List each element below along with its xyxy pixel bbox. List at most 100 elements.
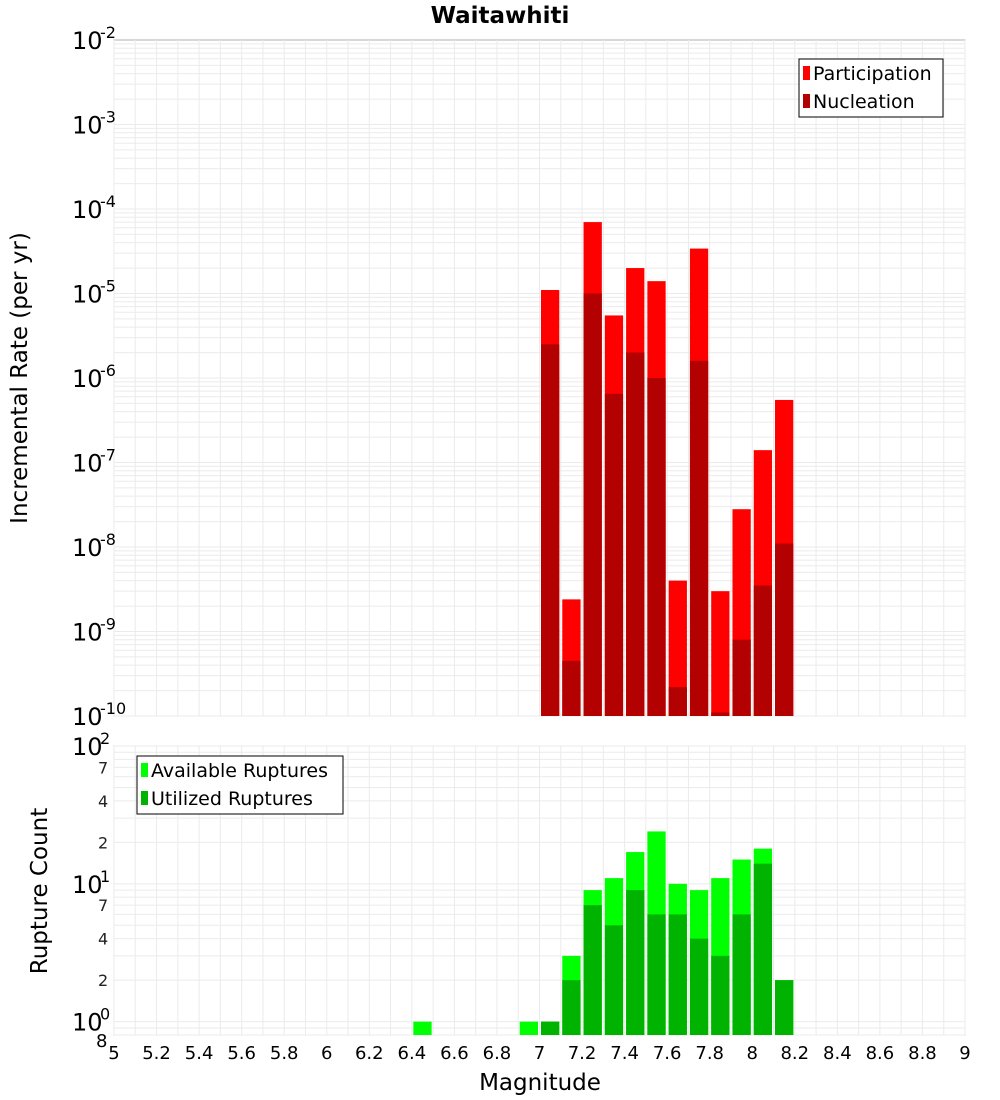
nucleation-legend-swatch (803, 94, 810, 108)
count-y-minor-tick-label: 4 (98, 792, 108, 811)
rate-y-tick-exponent: -2 (100, 23, 116, 42)
utilized-ruptures-bar (732, 914, 751, 1035)
nucleation-bar (668, 687, 687, 716)
count-y-tick-label: 10 (72, 871, 103, 899)
nucleation-bar (711, 712, 730, 716)
rate-y-tick-exponent: -6 (100, 361, 116, 380)
x-tick-label: 6.4 (398, 1043, 427, 1064)
nucleation-bar (689, 360, 709, 716)
count-y-tick-exponent: 1 (100, 867, 110, 886)
rate-y-tick-exponent: -7 (100, 446, 116, 465)
x-tick-label: 5.6 (227, 1043, 256, 1064)
x-tick-label: 8.2 (780, 1043, 809, 1064)
x-tick-label: 5.4 (185, 1043, 214, 1064)
x-tick-label: 8.4 (823, 1043, 852, 1064)
rate-y-tick-exponent: -8 (100, 530, 116, 549)
rate-y-tick-label: 10 (72, 112, 103, 140)
rate-y-tick-label: 10 (72, 196, 103, 224)
rate-y-ticks: 10-210-310-410-510-610-710-810-910-10 (72, 23, 126, 731)
x-tick-label: 6.2 (355, 1043, 384, 1064)
available-legend-swatch (141, 763, 148, 777)
rate-y-tick-label: 10 (72, 27, 103, 55)
x-tick-label: 5.2 (142, 1043, 171, 1064)
x-tick-label: 7.2 (568, 1043, 597, 1064)
count-bars (413, 831, 794, 1035)
count-y-tick-label: 10 (72, 1009, 103, 1037)
participation-legend-label: Participation (813, 63, 932, 85)
x-ticks: 5 5.2 5.4 5.6 5.8 6 6.2 6.4 6.6 6.8 7 7.2 7.4 7.6 7.8 8… (108, 1043, 970, 1064)
available-ruptures-bar (519, 1021, 538, 1035)
x-tick-label: 5.8 (270, 1043, 299, 1064)
x-axis-label: Magnitude (479, 1070, 601, 1096)
x-tick-label: 6.8 (483, 1043, 512, 1064)
available-ruptures-bar (413, 1021, 432, 1035)
utilized-legend-label: Utilized Ruptures (151, 788, 313, 810)
rate-y-axis-label: Incremental Rate (per yr) (7, 232, 33, 524)
x-tick-label: 7.6 (653, 1043, 682, 1064)
rate-y-tick-label: 10 (72, 365, 103, 393)
nucleation-bar (604, 393, 624, 716)
x-tick-label: 6 (321, 1043, 332, 1064)
count-y-tick-label: 10 (72, 733, 103, 761)
participation-bar (668, 580, 687, 716)
count-legend: Available Ruptures Utilized Ruptures (136, 755, 344, 815)
utilized-ruptures-bar (647, 914, 666, 1035)
utilized-ruptures-bar (541, 1021, 560, 1035)
available-legend-label: Available Ruptures (151, 760, 328, 782)
rate-y-tick-label: 10 (72, 281, 103, 309)
rate-panel: 10-210-310-410-510-610-710-810-910-10 In… (7, 23, 966, 731)
rate-y-tick-label: 10 (72, 703, 103, 731)
rate-y-tick-exponent: -9 (100, 615, 116, 634)
rate-bars (541, 222, 794, 716)
x-tick-label: 9 (959, 1043, 970, 1064)
utilized-ruptures-bar (604, 925, 624, 1035)
nucleation-legend-label: Nucleation (813, 91, 915, 113)
utilized-ruptures-bar (711, 955, 730, 1035)
rate-y-tick-exponent: -4 (100, 192, 116, 211)
participation-bar (711, 591, 730, 716)
utilized-ruptures-bar (753, 863, 773, 1035)
x-tick-label: 6.6 (440, 1043, 469, 1064)
count-y-minor-tick-label: 8 (96, 1031, 107, 1052)
rate-y-tick-exponent: -3 (100, 108, 116, 127)
count-y-tick-exponent: 2 (100, 729, 110, 748)
count-y-tick-exponent: 0 (100, 1005, 110, 1024)
utilized-ruptures-bar (626, 890, 645, 1035)
x-tick-label: 8.6 (866, 1043, 895, 1064)
rate-y-tick-exponent: -5 (100, 277, 116, 296)
count-y-minor-tick-label: 2 (98, 833, 108, 852)
nucleation-bar (583, 293, 602, 716)
nucleation-bar (775, 543, 794, 716)
participation-legend-swatch (803, 66, 810, 80)
nucleation-bar (753, 585, 773, 716)
count-y-minor-tick-label: 4 (98, 930, 108, 949)
rate-y-tick-exponent: -10 (100, 699, 126, 718)
nucleation-bar (562, 660, 581, 716)
count-y-minor-tick-label: 7 (98, 758, 108, 777)
rate-legend: Participation Nucleation (798, 58, 944, 118)
x-tick-label: 7.8 (695, 1043, 724, 1064)
utilized-ruptures-bar (668, 914, 687, 1035)
nucleation-bar (541, 344, 560, 716)
count-y-axis-label: Rupture Count (27, 808, 53, 974)
nucleation-bar (647, 378, 666, 716)
rate-y-tick-label: 10 (72, 450, 103, 478)
rate-y-tick-label: 10 (72, 619, 103, 647)
rate-y-tick-label: 10 (72, 534, 103, 562)
count-y-minor-tick-label: 7 (98, 896, 108, 915)
utilized-legend-swatch (141, 791, 148, 805)
x-tick-label: 8.8 (908, 1043, 937, 1064)
nucleation-bar (626, 352, 645, 716)
utilized-ruptures-bar (689, 938, 709, 1035)
nucleation-bar (732, 639, 751, 716)
count-legend-box (136, 755, 344, 815)
x-tick-label: 8 (747, 1043, 758, 1064)
utilized-ruptures-bar (583, 905, 602, 1035)
x-tick-label: 7.4 (610, 1043, 639, 1064)
x-tick-label: 7 (534, 1043, 545, 1064)
rate-legend-box (798, 58, 944, 118)
chart-title: Waitawhiti (431, 3, 570, 29)
